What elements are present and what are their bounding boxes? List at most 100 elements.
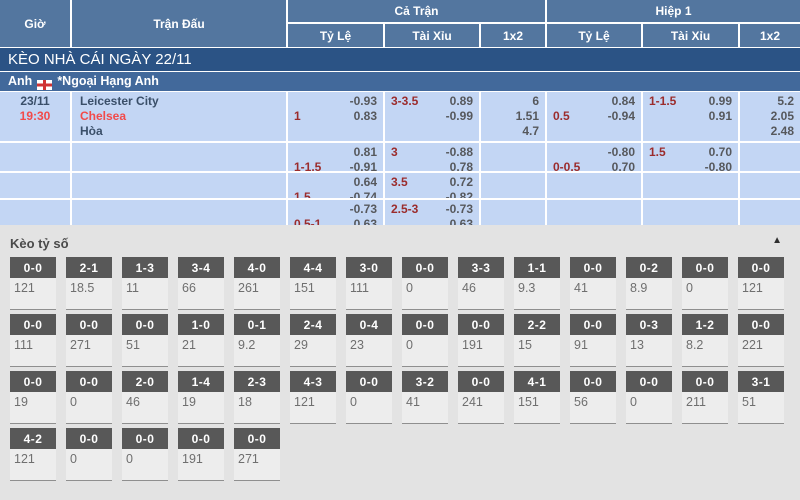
ft-handicap-cell[interactable]: 1 -0.93 0.83 xyxy=(288,92,383,141)
score-odd-cell[interactable]: 0-0 19 xyxy=(10,371,56,424)
match-teams-cell[interactable] xyxy=(72,173,286,198)
ft-overunder-cell[interactable]: 2.5-3 -0.73 0.63 xyxy=(385,200,479,225)
score-odd-cell[interactable]: 0-4 23 xyxy=(346,314,392,367)
ft-1x2-cell[interactable] xyxy=(481,143,545,171)
score-odd-cell[interactable]: 3-4 66 xyxy=(178,257,224,310)
score-odd-cell[interactable]: 0-0 221 xyxy=(738,314,784,367)
score-odd-cell[interactable]: 2-4 29 xyxy=(290,314,336,367)
score-odd-cell[interactable]: 0-0 0 xyxy=(682,257,728,310)
score-odd-cell[interactable]: 0-0 121 xyxy=(10,257,56,310)
h1-1x2-cell[interactable] xyxy=(740,173,800,198)
ft-1x2-cell[interactable] xyxy=(481,200,545,225)
score-odd-cell[interactable]: 4-2 121 xyxy=(10,428,56,481)
score-odd-cell[interactable]: 0-0 0 xyxy=(346,371,392,424)
ft-handicap-cell[interactable]: 1-1.5 0.81 -0.91 xyxy=(288,143,383,171)
league-bar[interactable]: Anh *Ngoại Hạng Anh xyxy=(0,72,800,92)
match-teams-cell[interactable] xyxy=(72,143,286,171)
score-odd-cell[interactable]: 0-0 51 xyxy=(122,314,168,367)
score-odd-cell[interactable]: 2-2 15 xyxy=(514,314,560,367)
odds-value[interactable]: 0.89 xyxy=(449,94,473,108)
odds-value[interactable]: 5.2 xyxy=(777,94,794,108)
ft-overunder-cell[interactable]: 3-3.5 0.89 -0.99 xyxy=(385,92,479,141)
odds-value[interactable]: 0.70 xyxy=(708,145,732,159)
score-odd-cell[interactable]: 1-0 21 xyxy=(178,314,224,367)
h1-overunder-cell[interactable]: 1-1.5 0.99 0.91 xyxy=(643,92,738,141)
score-odd-cell[interactable]: 0-0 121 xyxy=(738,257,784,310)
h1-handicap-cell[interactable]: 0.5 0.84 -0.94 xyxy=(547,92,641,141)
h1-overunder-cell[interactable]: 1.5 0.70 -0.80 xyxy=(643,143,738,171)
score-odd-cell[interactable]: 0-0 111 xyxy=(10,314,56,367)
score-odd-cell[interactable]: 4-4 151 xyxy=(290,257,336,310)
score-odd-cell[interactable]: 3-0 111 xyxy=(346,257,392,310)
score-odd-cell[interactable]: 0-0 271 xyxy=(66,314,112,367)
score-odd-cell[interactable]: 2-0 46 xyxy=(122,371,168,424)
score-odd-cell[interactable]: 0-1 9.2 xyxy=(234,314,280,367)
h1-overunder-cell[interactable] xyxy=(643,173,738,198)
odds-value[interactable]: 0.83 xyxy=(353,109,377,123)
score-odd-cell[interactable]: 0-0 0 xyxy=(402,314,448,367)
score-odd-cell[interactable]: 0-0 0 xyxy=(66,428,112,481)
score-odd-cell[interactable]: 0-0 191 xyxy=(178,428,224,481)
score-odd-cell[interactable]: 0-0 0 xyxy=(122,428,168,481)
odds-value[interactable]: 0.84 xyxy=(611,94,635,108)
score-odd-cell[interactable]: 3-1 51 xyxy=(738,371,784,424)
score-odd-cell[interactable]: 4-1 151 xyxy=(514,371,560,424)
odds-value[interactable]: -0.80 xyxy=(704,160,732,171)
odds-value[interactable]: -0.93 xyxy=(349,94,377,108)
h1-1x2-cell[interactable] xyxy=(740,143,800,171)
score-odd-cell[interactable]: 2-1 18.5 xyxy=(66,257,112,310)
odds-value[interactable]: 0.72 xyxy=(449,175,473,189)
odds-value[interactable]: -0.73 xyxy=(349,202,377,216)
score-odd-cell[interactable]: 0-0 211 xyxy=(682,371,728,424)
score-odd-cell[interactable]: 3-2 41 xyxy=(402,371,448,424)
ft-1x2-cell[interactable]: 6 1.51 4.7 xyxy=(481,92,545,141)
score-odd-cell[interactable]: 1-2 8.2 xyxy=(682,314,728,367)
odds-value[interactable]: -0.80 xyxy=(607,145,635,159)
h1-1x2-cell[interactable] xyxy=(740,200,800,225)
score-odd-cell[interactable]: 0-0 191 xyxy=(458,314,504,367)
score-odd-cell[interactable]: 1-3 11 xyxy=(122,257,168,310)
odds-value[interactable]: -0.99 xyxy=(445,109,473,123)
odds-value[interactable]: 0.78 xyxy=(449,160,473,171)
odds-value[interactable]: -0.88 xyxy=(445,145,473,159)
score-odd-cell[interactable]: 0-3 13 xyxy=(626,314,672,367)
match-teams-cell[interactable] xyxy=(72,200,286,225)
odds-value[interactable]: 4.7 xyxy=(522,124,539,138)
h1-handicap-cell[interactable] xyxy=(547,173,641,198)
odds-value[interactable]: 0.99 xyxy=(708,94,732,108)
odds-value[interactable]: 6 xyxy=(532,94,539,108)
odds-value[interactable]: 0.70 xyxy=(611,160,635,171)
h1-handicap-cell[interactable]: 0-0.5 -0.80 0.70 xyxy=(547,143,641,171)
odds-value[interactable]: 0.91 xyxy=(708,109,732,123)
ft-1x2-cell[interactable] xyxy=(481,173,545,198)
h1-handicap-cell[interactable] xyxy=(547,200,641,225)
odds-value[interactable]: 2.48 xyxy=(770,124,794,138)
odds-value[interactable]: 1.51 xyxy=(515,109,539,123)
score-odd-cell[interactable]: 0-0 41 xyxy=(570,257,616,310)
score-odd-cell[interactable]: 4-0 261 xyxy=(234,257,280,310)
score-odd-cell[interactable]: 0-0 91 xyxy=(570,314,616,367)
odds-value[interactable]: 2.05 xyxy=(770,109,794,123)
odds-value[interactable]: 0.63 xyxy=(449,217,473,225)
odds-value[interactable]: 0.63 xyxy=(353,217,377,225)
odds-value[interactable]: -0.94 xyxy=(607,109,635,123)
score-odd-cell[interactable]: 1-1 9.3 xyxy=(514,257,560,310)
score-odd-cell[interactable]: 4-3 121 xyxy=(290,371,336,424)
odds-value[interactable]: 0.81 xyxy=(353,145,377,159)
match-teams-cell[interactable]: Leicester City Chelsea Hòa xyxy=(72,92,286,141)
collapse-triangle-up-icon[interactable]: ▲ xyxy=(772,235,782,246)
score-odd-cell[interactable]: 1-4 19 xyxy=(178,371,224,424)
h1-1x2-cell[interactable]: 5.2 2.05 2.48 xyxy=(740,92,800,141)
score-odd-cell[interactable]: 2-3 18 xyxy=(234,371,280,424)
odds-value[interactable]: -0.73 xyxy=(445,202,473,216)
odds-value[interactable]: -0.74 xyxy=(349,190,377,198)
score-odd-cell[interactable]: 0-0 271 xyxy=(234,428,280,481)
score-odd-cell[interactable]: 0-2 8.9 xyxy=(626,257,672,310)
h1-overunder-cell[interactable] xyxy=(643,200,738,225)
ft-handicap-cell[interactable]: 1.5 0.64 -0.74 xyxy=(288,173,383,198)
score-odd-cell[interactable]: 0-0 241 xyxy=(458,371,504,424)
score-odd-cell[interactable]: 0-0 0 xyxy=(626,371,672,424)
ft-handicap-cell[interactable]: 0.5-1 -0.73 0.63 xyxy=(288,200,383,225)
odds-value[interactable]: 0.64 xyxy=(353,175,377,189)
odds-value[interactable]: -0.91 xyxy=(349,160,377,171)
